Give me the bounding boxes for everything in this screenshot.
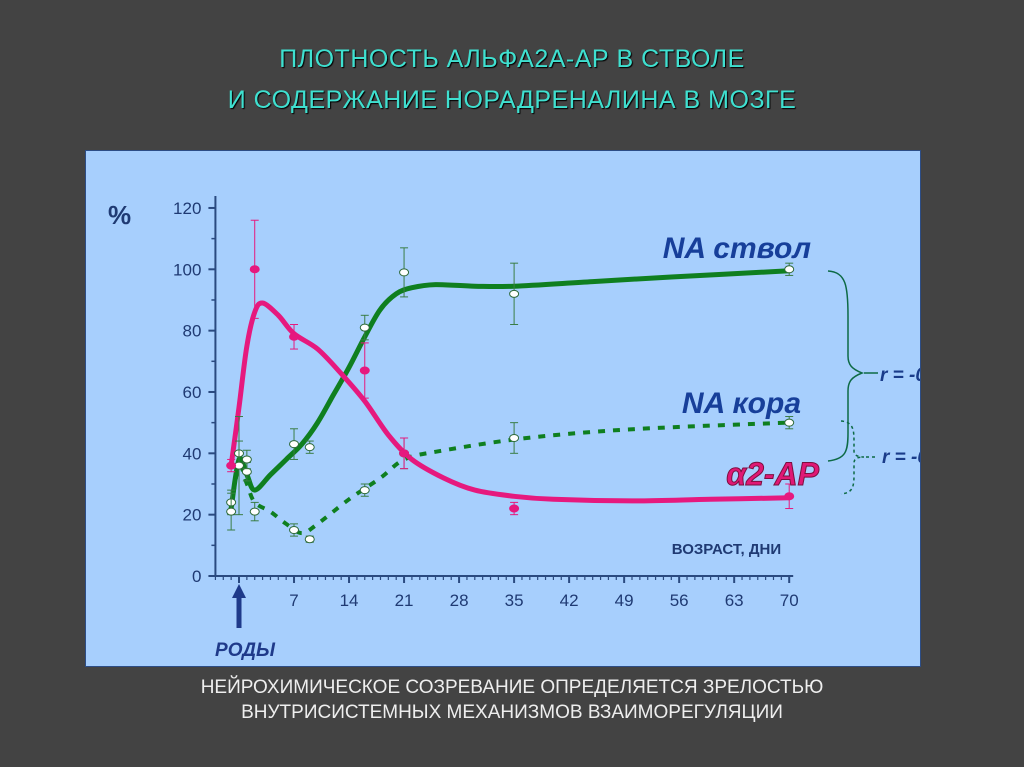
- series-na-cortex-point: [249, 507, 260, 516]
- x-tick-label: 49: [615, 591, 634, 610]
- correlation-label-1: r = -0.72: [880, 365, 920, 386]
- x-tick-label: 70: [780, 591, 799, 610]
- title-line-2: И СОДЕРЖАНИЕ НОРАДРЕНАЛИНА В МОЗГЕ: [227, 86, 797, 114]
- x-tick-label: 14: [340, 591, 359, 610]
- title-line-1: ПЛОТНОСТЬ АЛЬФА2А-АР В СТВОЛЕ: [279, 45, 745, 73]
- y-tick-label: 120: [173, 199, 201, 218]
- series-na-cortex-label: NA кора: [682, 387, 801, 420]
- x-tick-label: 7: [289, 591, 298, 610]
- x-tick-label: 35: [505, 591, 524, 610]
- series-na-cortex-point: [241, 455, 252, 464]
- chart: 0 20 40 60 80 100 120% 7 14 21 28 35 42 49 56 63 70 ВОЗРА…: [108, 195, 920, 661]
- x-tick-label: 56: [670, 591, 689, 610]
- footer-line-2: ВНУТРИСИСТЕМНЫХ МЕХАНИЗМОВ ВЗАИМОРЕГУЛЯЦ…: [241, 702, 783, 723]
- axes: 0 20 40 60 80 100 120% 7 14 21 28 35 42 49 56 63 70 ВОЗРА…: [108, 195, 799, 661]
- y-tick-label: 80: [182, 322, 201, 341]
- series-na-stem-line: [228, 268, 792, 511]
- series-alpha2-ar-point: [226, 461, 237, 470]
- x-tick-label: 63: [725, 591, 744, 610]
- series-na-cortex-point: [304, 535, 315, 544]
- series-alpha2-ar-point: [249, 265, 260, 274]
- series-na-stem-point: [304, 443, 315, 452]
- series-alpha2-ar-point: [784, 492, 795, 501]
- series-na-cortex-point: [289, 525, 300, 534]
- y-tick-label: 40: [182, 444, 201, 463]
- series-na-cortex-point: [509, 433, 520, 442]
- series-alpha2-ar-label: α2-АР: [726, 456, 819, 492]
- y-axis-label: %: [108, 200, 131, 230]
- brace-r2: [840, 420, 865, 495]
- series-na-stem-label: NA ствол: [663, 232, 812, 265]
- series-na-stem-point: [241, 467, 252, 476]
- series-alpha2-ar-point: [289, 332, 300, 341]
- footer-line-1: НЕЙРОХИМИЧЕСКОЕ СОЗРЕВАНИЕ ОПРЕДЕЛЯЕТСЯ …: [200, 677, 824, 698]
- x-tick-label: 21: [395, 591, 414, 610]
- series-na-cortex-line: [229, 420, 790, 536]
- y-tick-label: 100: [173, 260, 201, 279]
- correlation-label-2: r = -0.88: [882, 447, 920, 468]
- x-axis-label: ВОЗРАСТ, ДНИ: [672, 541, 781, 558]
- series-alpha2-ar-point: [359, 366, 370, 375]
- series-na-stem-point: [784, 265, 795, 274]
- data-points: [226, 219, 795, 544]
- brace-r1: [827, 270, 865, 462]
- chart-panel: 0 20 40 60 80 100 120% 7 14 21 28 35 42 49 56 63 70 ВОЗРА…: [85, 150, 921, 667]
- series-na-cortex-point: [226, 507, 237, 516]
- series-alpha2-ar-point: [399, 449, 410, 458]
- y-tick-label: 0: [192, 567, 201, 586]
- series-alpha2-ar-point: [509, 504, 520, 513]
- series-na-cortex-point: [359, 486, 370, 495]
- series-na-cortex-point: [784, 418, 795, 427]
- series-na-stem-point: [289, 440, 300, 449]
- y-tick-label: 20: [182, 506, 201, 525]
- y-tick-label: 60: [182, 383, 201, 402]
- birth-label: РОДЫ: [215, 640, 276, 661]
- series-na-stem-point: [509, 289, 520, 298]
- annotations: NA ствол NA кора α2-АР r = -0.72 r = -0.88: [663, 232, 920, 495]
- x-tick-label: 42: [560, 591, 579, 610]
- series-na-stem-point: [359, 323, 370, 332]
- series-na-stem-point: [399, 268, 410, 277]
- x-tick-label: 28: [450, 591, 469, 610]
- birth-arrow-head: [232, 584, 246, 598]
